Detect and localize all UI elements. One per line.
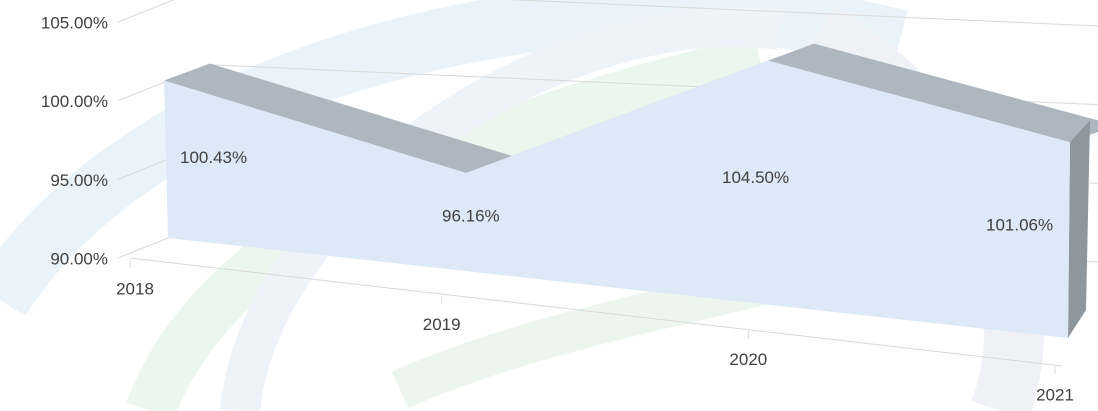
x-tick-label: 2018 <box>116 279 154 298</box>
data-label: 101.06% <box>986 216 1053 235</box>
data-label: 96.16% <box>442 206 500 225</box>
data-label: 104.50% <box>722 168 789 187</box>
y-tick-label: 95.00% <box>50 171 108 190</box>
ribbon-top <box>164 63 512 173</box>
y-tick-label: 90.00% <box>50 249 108 268</box>
grid-line <box>117 0 1098 27</box>
y-tick-label: 105.00% <box>41 13 108 32</box>
plot: 100.43% 96.16% 104.50% 101.06% <box>164 43 1098 338</box>
x-tick-label: 2021 <box>1036 385 1074 404</box>
ribbon-top <box>768 43 1098 143</box>
x-axis-line <box>129 257 1063 367</box>
ribbon-side <box>1068 120 1090 338</box>
y-tick-label: 100.00% <box>41 92 108 111</box>
x-tick-label: 2020 <box>729 350 767 369</box>
data-label: 100.43% <box>180 148 247 167</box>
x-tick-label: 2019 <box>423 315 461 334</box>
area-front <box>164 60 1070 338</box>
